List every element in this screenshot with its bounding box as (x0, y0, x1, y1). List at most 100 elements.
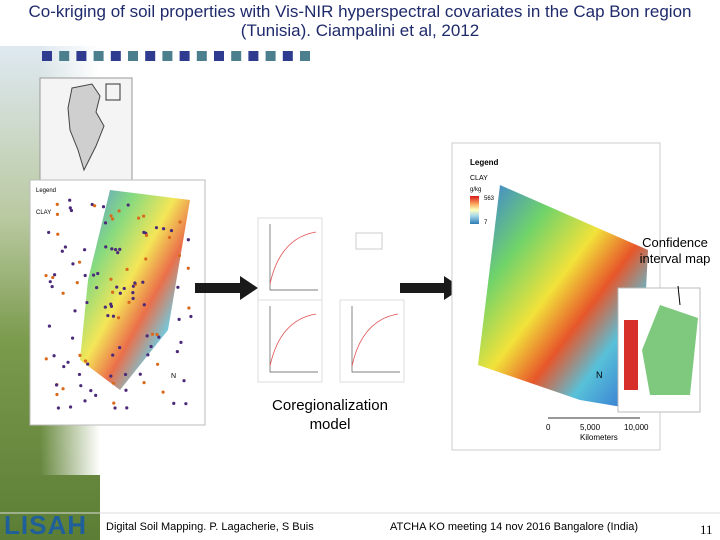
sample-point (111, 353, 115, 357)
sample-point (90, 202, 94, 207)
sample-point (167, 235, 172, 240)
sample-point (142, 381, 146, 385)
sample-point (83, 248, 87, 252)
sample-point (56, 406, 61, 410)
sample-point (133, 281, 137, 285)
sample-point (110, 247, 114, 251)
sample-point (124, 388, 128, 392)
decor-square (59, 51, 70, 61)
sample-point (110, 217, 115, 221)
sample-point (142, 303, 146, 307)
decor-square (179, 51, 190, 61)
sample-point (52, 354, 56, 358)
sample-point (71, 262, 75, 266)
sample-point (186, 266, 190, 270)
sample-point (62, 364, 66, 369)
scale-label: 0 (546, 423, 551, 432)
sample-point (44, 357, 48, 361)
sample-point (157, 335, 161, 339)
sample-point (184, 402, 188, 406)
sample-point (150, 332, 155, 336)
sample-point (68, 405, 73, 409)
decor-square (93, 51, 104, 61)
decor-square (76, 51, 87, 61)
sample-point (117, 209, 121, 213)
logo: LISAH (4, 510, 87, 540)
sample-point (75, 281, 79, 285)
sample-point (169, 228, 174, 233)
decor-square (128, 51, 138, 61)
sample-point (78, 353, 82, 357)
variogram-panel (257, 299, 323, 383)
sample-point (55, 392, 59, 397)
scale-label: 10,000 (624, 423, 649, 432)
sample-point (142, 230, 146, 234)
variogram-curve (269, 313, 317, 367)
pointer-line (677, 285, 681, 306)
sample-point (114, 247, 118, 252)
sample-point (144, 257, 148, 261)
decor-square (110, 51, 121, 61)
sample-point (92, 204, 97, 208)
tunisia-shape (67, 83, 105, 172)
sample-point (63, 245, 68, 249)
map-variable: CLAY (470, 175, 488, 182)
sample-point (177, 317, 181, 321)
sample-point (111, 381, 116, 385)
sample-point (112, 401, 116, 405)
sample-point (178, 220, 182, 224)
sample-point (44, 273, 48, 278)
sample-point (138, 372, 142, 376)
sample-point (137, 216, 141, 220)
decor-square (145, 51, 156, 61)
sample-point (111, 314, 116, 318)
sample-point (95, 285, 99, 290)
sample-point (131, 296, 135, 301)
decor-square (196, 51, 207, 61)
sample-point (50, 284, 54, 289)
sample-point (56, 232, 60, 236)
variogram-curve (269, 231, 317, 285)
sample-point (79, 384, 83, 388)
decor-square (248, 51, 259, 61)
sample-point (83, 273, 87, 278)
sample-point (146, 353, 150, 357)
decor-square (231, 51, 242, 61)
sample-point (123, 372, 128, 377)
sample-point (61, 291, 65, 295)
sample-point (103, 305, 107, 309)
variogram-axes (269, 224, 318, 291)
sample-point (51, 275, 55, 280)
sample-point (83, 359, 88, 363)
sample-point (66, 360, 70, 364)
sample-point (106, 313, 110, 318)
sample-point (109, 374, 113, 378)
sample-point (186, 238, 190, 242)
sample-point (94, 393, 98, 397)
sample-point (47, 230, 51, 235)
footer-center: ATCHA KO meeting 14 nov 2016 Bangalore (… (390, 521, 639, 533)
sample-point (141, 280, 145, 284)
sample-point (60, 249, 64, 253)
map-legend: Legend (470, 158, 499, 167)
sample-point (127, 300, 131, 304)
coregionalization-label: Coregionalization model (272, 397, 388, 433)
map-legend: Legend (36, 188, 56, 194)
blank-box (355, 232, 383, 250)
decor-square (300, 51, 310, 61)
sample-point (176, 285, 180, 289)
confidence-inset (624, 320, 638, 390)
sample-point (70, 336, 75, 340)
sample-point (68, 206, 72, 210)
sample-point (55, 202, 59, 207)
sample-point (86, 362, 90, 366)
footer-left: Digital Soil Mapping. P. Lagacherie, S B… (106, 521, 314, 533)
confidence-label: Confidence interval map (639, 235, 711, 266)
sample-point (48, 280, 52, 284)
sample-point (101, 205, 106, 209)
title-band (0, 0, 720, 46)
north-arrow: N (596, 370, 603, 380)
sample-point (144, 233, 149, 238)
sample-point (131, 284, 136, 288)
